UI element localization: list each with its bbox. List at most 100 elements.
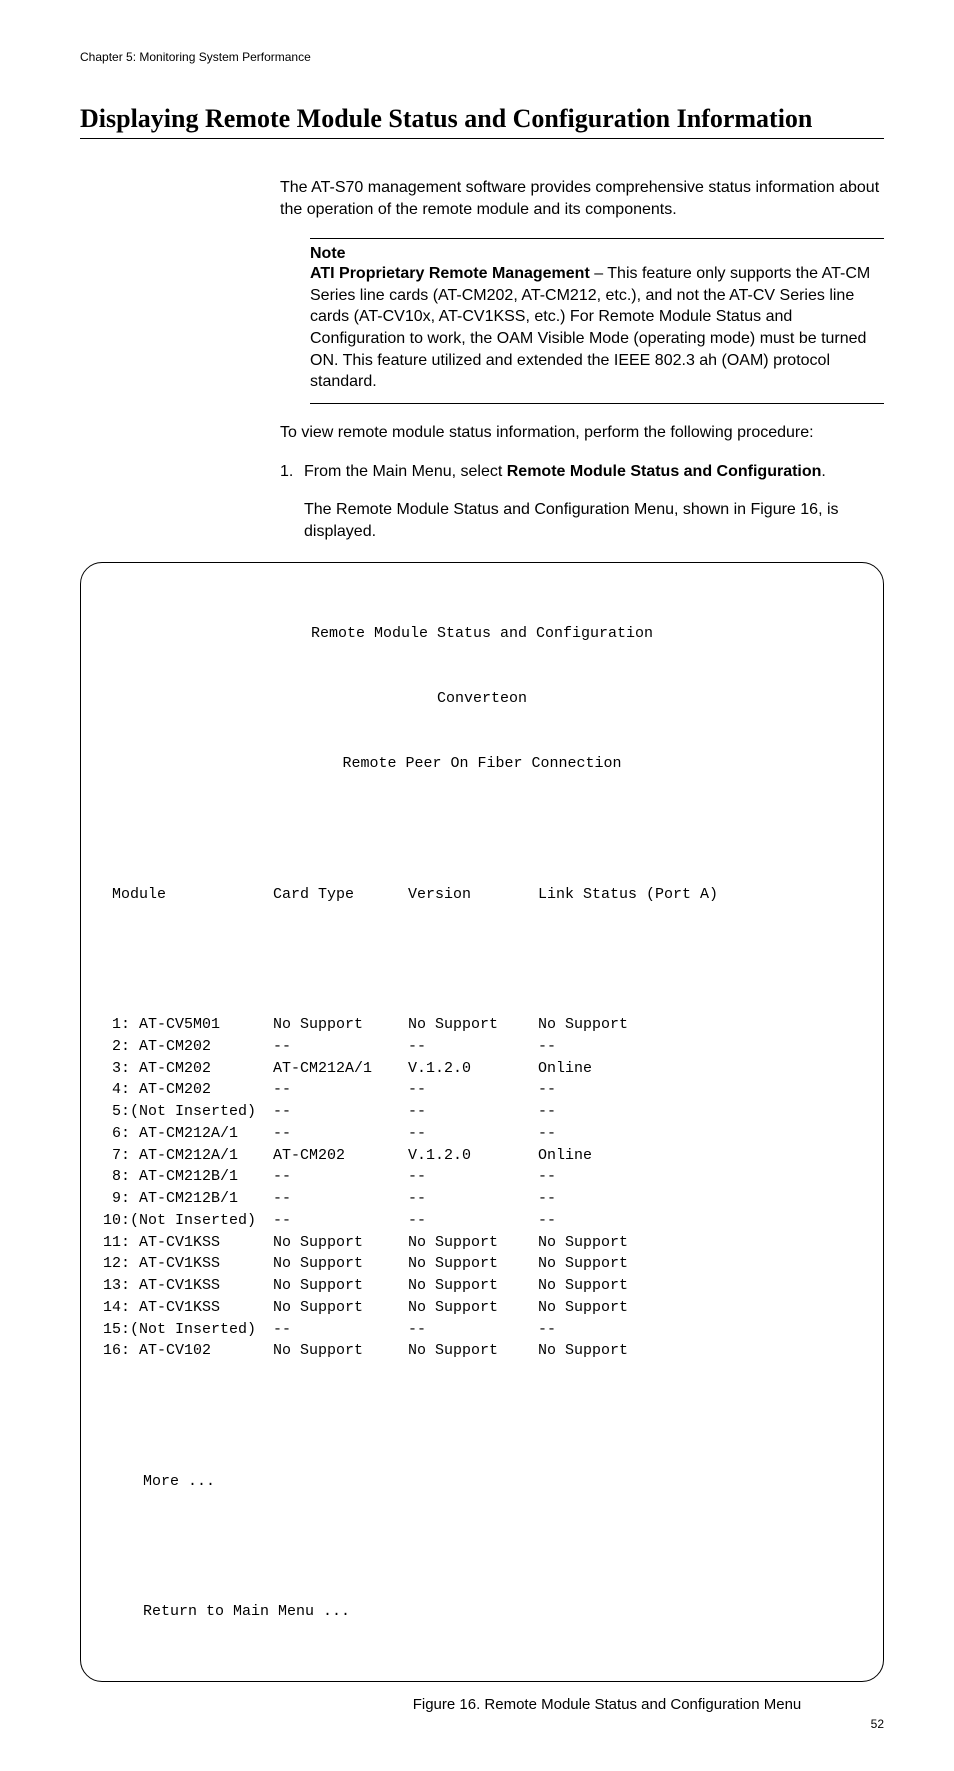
note-box: Note ATI Proprietary Remote Management –… — [310, 238, 884, 404]
terminal-row: 12: AT-CV1KSSNo SupportNo SupportNo Supp… — [103, 1253, 861, 1275]
terminal-row: 16: AT-CV102No SupportNo SupportNo Suppo… — [103, 1340, 861, 1362]
terminal-cell: No Support — [408, 1297, 538, 1319]
terminal-cell: V.1.2.0 — [408, 1058, 538, 1080]
step-text-pre: From the Main Menu, select — [304, 463, 507, 480]
terminal-cell: 7: AT-CM212A/1 — [103, 1145, 273, 1167]
terminal-cell: No Support — [273, 1340, 408, 1362]
terminal-cell: 1: AT-CV5M01 — [103, 1014, 273, 1036]
terminal-cell: -- — [408, 1079, 538, 1101]
intro-paragraph: The AT-S70 management software provides … — [280, 177, 884, 220]
step-body: From the Main Menu, select Remote Module… — [304, 461, 884, 483]
terminal-cell: -- — [538, 1319, 861, 1341]
terminal-cell: No Support — [273, 1014, 408, 1036]
terminal-cell: -- — [538, 1101, 861, 1123]
running-header: Chapter 5: Monitoring System Performance — [80, 50, 884, 64]
terminal-cell: -- — [408, 1319, 538, 1341]
note-body: ATI Proprietary Remote Management – This… — [310, 263, 884, 393]
terminal-row: 2: AT-CM202------ — [103, 1036, 861, 1058]
terminal-cell: -- — [538, 1166, 861, 1188]
step-1-result: The Remote Module Status and Configurati… — [304, 499, 884, 542]
terminal-cell: 6: AT-CM212A/1 — [103, 1123, 273, 1145]
terminal-title-2: Converteon — [103, 688, 861, 710]
terminal-cell: 4: AT-CM202 — [103, 1079, 273, 1101]
note-bold-lead: ATI Proprietary Remote Management — [310, 265, 590, 282]
step-number: 1. — [280, 461, 304, 483]
terminal-cell: -- — [408, 1166, 538, 1188]
terminal-cell: -- — [538, 1210, 861, 1232]
terminal-cell: 12: AT-CV1KSS — [103, 1253, 273, 1275]
procedure-intro: To view remote module status information… — [280, 422, 884, 444]
terminal-cell: No Support — [408, 1275, 538, 1297]
terminal-cell: No Support — [538, 1253, 861, 1275]
terminal-cell: -- — [538, 1188, 861, 1210]
terminal-rows: 1: AT-CV5M01No SupportNo SupportNo Suppo… — [103, 1014, 861, 1362]
col-cardtype: Card Type — [273, 884, 408, 906]
terminal-blank — [103, 1406, 861, 1428]
terminal-cell: -- — [273, 1036, 408, 1058]
terminal-row: 14: AT-CV1KSSNo SupportNo SupportNo Supp… — [103, 1297, 861, 1319]
terminal-blank — [103, 818, 861, 840]
procedure-list: 1. From the Main Menu, select Remote Mod… — [280, 461, 884, 483]
step-bold: Remote Module Status and Configuration — [507, 463, 822, 480]
body-content: The AT-S70 management software provides … — [280, 177, 884, 542]
terminal-cell: AT-CM202 — [273, 1145, 408, 1167]
terminal-cell: -- — [408, 1101, 538, 1123]
terminal-row: 4: AT-CM202------ — [103, 1079, 861, 1101]
terminal-row: 5:(Not Inserted)------ — [103, 1101, 861, 1123]
step-text-post: . — [821, 463, 825, 480]
terminal-title-3: Remote Peer On Fiber Connection — [103, 753, 861, 775]
terminal-row: 13: AT-CV1KSSNo SupportNo SupportNo Supp… — [103, 1275, 861, 1297]
terminal-cell: 2: AT-CM202 — [103, 1036, 273, 1058]
terminal-cell: Online — [538, 1145, 861, 1167]
terminal-blank — [103, 949, 861, 971]
terminal-cell: -- — [273, 1101, 408, 1123]
terminal-cell: -- — [538, 1123, 861, 1145]
terminal-blank — [103, 1536, 861, 1558]
terminal-cell: 8: AT-CM212B/1 — [103, 1166, 273, 1188]
terminal-cell: No Support — [538, 1297, 861, 1319]
terminal-cell: -- — [273, 1188, 408, 1210]
terminal-cell: -- — [273, 1166, 408, 1188]
terminal-cell: -- — [408, 1123, 538, 1145]
terminal-cell: No Support — [408, 1340, 538, 1362]
terminal-row: 6: AT-CM212A/1------ — [103, 1123, 861, 1145]
terminal-cell: V.1.2.0 — [408, 1145, 538, 1167]
terminal-title-1: Remote Module Status and Configuration — [103, 623, 861, 645]
terminal-cell: No Support — [538, 1275, 861, 1297]
step-1: 1. From the Main Menu, select Remote Mod… — [280, 461, 884, 483]
terminal-row: 10:(Not Inserted)------ — [103, 1210, 861, 1232]
terminal-cell: -- — [273, 1210, 408, 1232]
terminal-row: 7: AT-CM212A/1AT-CM202V.1.2.0Online — [103, 1145, 861, 1167]
page-container: Chapter 5: Monitoring System Performance… — [0, 0, 954, 1771]
note-label: Note — [310, 245, 884, 263]
figure-caption: Figure 16. Remote Module Status and Conf… — [330, 1696, 884, 1713]
terminal-row: 1: AT-CV5M01No SupportNo SupportNo Suppo… — [103, 1014, 861, 1036]
terminal-return: Return to Main Menu ... — [103, 1601, 861, 1623]
section-title: Displaying Remote Module Status and Conf… — [80, 104, 884, 139]
terminal-cell: No Support — [273, 1253, 408, 1275]
terminal-more: More ... — [103, 1471, 861, 1493]
col-version: Version — [408, 884, 538, 906]
terminal-cell: 14: AT-CV1KSS — [103, 1297, 273, 1319]
terminal-row: 9: AT-CM212B/1------ — [103, 1188, 861, 1210]
terminal-row: 3: AT-CM202AT-CM212A/1V.1.2.0Online — [103, 1058, 861, 1080]
terminal-cell: -- — [273, 1123, 408, 1145]
terminal-cell: -- — [538, 1079, 861, 1101]
terminal-cell: No Support — [538, 1014, 861, 1036]
page-number: 52 — [80, 1717, 884, 1731]
terminal-cell: -- — [273, 1079, 408, 1101]
terminal-cell: No Support — [408, 1014, 538, 1036]
terminal-cell: -- — [408, 1188, 538, 1210]
terminal-row: 8: AT-CM212B/1------ — [103, 1166, 861, 1188]
terminal-row: 15:(Not Inserted)------ — [103, 1319, 861, 1341]
terminal-cell: 5:(Not Inserted) — [103, 1101, 273, 1123]
col-linkstatus: Link Status (Port A) — [538, 884, 861, 906]
terminal-cell: -- — [408, 1210, 538, 1232]
terminal-cell: 13: AT-CV1KSS — [103, 1275, 273, 1297]
terminal-cell: -- — [538, 1036, 861, 1058]
col-module: Module — [103, 884, 273, 906]
terminal-cell: No Support — [408, 1253, 538, 1275]
terminal-cell: AT-CM212A/1 — [273, 1058, 408, 1080]
terminal-cell: 15:(Not Inserted) — [103, 1319, 273, 1341]
terminal-header-row: Module Card Type Version Link Status (Po… — [103, 884, 861, 906]
